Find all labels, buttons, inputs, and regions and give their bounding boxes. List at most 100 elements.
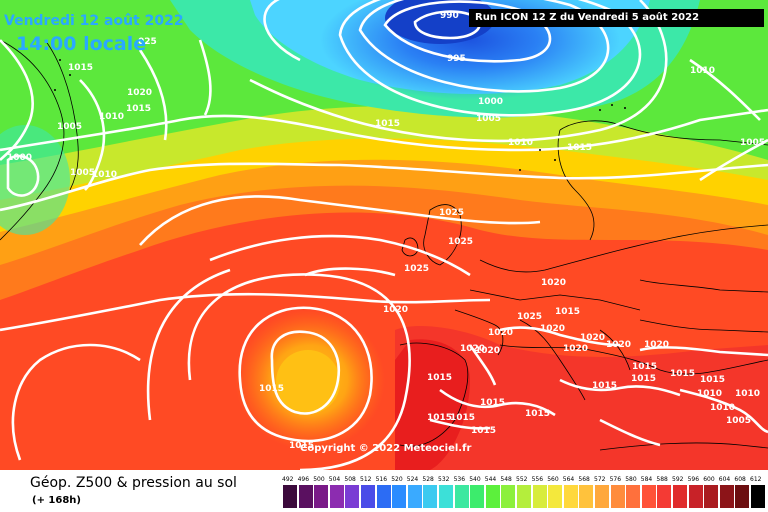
isobar-label: 1015	[126, 104, 152, 114]
isobar-label: 1015	[670, 369, 696, 379]
scale-tick-label: 560	[547, 476, 559, 483]
isobar-label: 1015	[427, 373, 453, 383]
product-title: Géop. Z500 & pression au sol	[30, 475, 237, 491]
scale-color-cell	[485, 485, 500, 508]
isobar-label: 025	[138, 37, 157, 47]
forecast-map: 990 995 1000 1005 1010 1015 1015 1020 1015 1010 10…	[0, 0, 768, 470]
isobar-label: 1005	[57, 122, 83, 132]
scale-tick-label: 512	[360, 476, 372, 483]
scale-tick-label: 548	[500, 476, 512, 483]
scale-color-cell	[376, 485, 391, 508]
isobar-label: 1020	[606, 340, 632, 350]
scale-color-cell	[283, 485, 297, 508]
scale-tick-label: 524	[406, 476, 419, 483]
scale-tick-label: 496	[297, 476, 310, 483]
isobar-label: 1025	[448, 237, 474, 247]
isobar-label: 1020	[580, 333, 606, 343]
isobar-label: 990	[440, 11, 459, 21]
scale-color-cell	[641, 485, 656, 508]
scale-color-cell	[298, 485, 313, 508]
isobar-label: 1015	[525, 409, 551, 419]
map-canvas	[0, 0, 768, 470]
isobar-label: 1015	[471, 426, 497, 436]
scale-color-cell	[470, 485, 485, 508]
scale-tick-label: 572	[594, 476, 606, 483]
isobar-label: 1020	[383, 305, 409, 315]
scale-color-cell	[595, 485, 609, 508]
scale-color-cell	[423, 485, 438, 508]
scale-color-cell	[407, 485, 422, 508]
scale-tick-label: 592	[672, 476, 684, 483]
isobar-label: 1010	[710, 403, 736, 413]
isobar-label: 1025	[439, 208, 465, 218]
scale-color-cell	[719, 485, 734, 508]
valid-time: 14:00 locale	[16, 33, 147, 55]
scale-color-cell	[501, 485, 516, 508]
isobar-label: 1020	[541, 278, 567, 288]
scale-color-cell	[579, 485, 594, 508]
scale-tick-label: 536	[453, 476, 466, 483]
isobar-label: 1015	[68, 63, 94, 73]
isobar-label: 1005	[726, 416, 752, 426]
lead-time: (+ 168h)	[32, 495, 81, 506]
isobar-label: 1025	[517, 312, 543, 322]
scale-color-cell	[345, 485, 360, 508]
scale-color-cell	[626, 485, 641, 508]
isobar-label: 1010	[92, 170, 118, 180]
legend-footer: Géop. Z500 & pression au sol (+ 168h) 49…	[0, 470, 768, 512]
isobar-label: 1010	[735, 389, 761, 399]
isobar-label: 1015	[632, 362, 658, 372]
scale-tick-label: 584	[640, 476, 653, 483]
isobar-lines	[0, 0, 768, 470]
scale-tick-label: 492	[282, 476, 294, 483]
isobar-label: 1020	[540, 324, 566, 334]
run-label: Run ICON 12 Z du Vendredi 5 août 2022	[469, 9, 764, 27]
scale-color-cell	[361, 485, 375, 508]
scale-color-cell	[688, 485, 703, 508]
scale-tick-label: 604	[718, 476, 731, 483]
scale-tick-label: 500	[313, 476, 325, 483]
field-south-red	[395, 325, 768, 470]
isobar-label: 1015	[427, 413, 453, 423]
scale-tick-label: 600	[703, 476, 715, 483]
scale-tick-label: 612	[750, 476, 762, 483]
scale-color-cell	[563, 485, 578, 508]
isobar-label: 1000	[7, 153, 33, 163]
scale-tick-label: 504	[328, 476, 341, 483]
valid-date: Vendredi 12 août 2022	[4, 13, 184, 29]
isobar-label: 1020	[460, 344, 486, 354]
isobar-label: 995	[447, 54, 466, 64]
scale-tick-label: 528	[422, 476, 434, 483]
copyright: Copyright © 2022 Meteociel.fr	[300, 443, 472, 454]
scale-color-cell	[439, 485, 453, 508]
scale-tick-label: 608	[734, 476, 746, 483]
scale-tick-label: 540	[469, 476, 481, 483]
isobar-label: 1015	[289, 441, 315, 451]
scale-tick-label: 576	[609, 476, 622, 483]
scale-tick-label: 588	[656, 476, 668, 483]
isobar-label: 1020	[644, 340, 670, 350]
scale-color-cell	[329, 485, 344, 508]
scale-tick-label: 520	[391, 476, 403, 483]
isobar-label: 1015	[567, 143, 593, 153]
isobar-label: 1015	[259, 384, 285, 394]
scale-color-cell	[517, 485, 531, 508]
isobar-label: 1010	[690, 66, 716, 76]
coast-dots	[54, 59, 626, 171]
isobar-label: 1010	[508, 138, 534, 148]
scale-tick-label: 508	[344, 476, 356, 483]
isobar-label: 1005	[740, 138, 766, 148]
scale-color-cell	[314, 485, 329, 508]
isobar-label: 1005	[476, 114, 502, 124]
scale-tick-label: 580	[625, 476, 637, 483]
scale-color-cell	[735, 485, 750, 508]
field-iberia-hot	[395, 339, 470, 470]
isobar-label: 1000	[478, 97, 504, 107]
isobar-label: 1010	[99, 112, 125, 122]
isobar-label: 1010	[697, 389, 723, 399]
low-pressure-center	[385, 0, 495, 44]
azores-high-core	[276, 350, 340, 414]
isobar-label: 1015	[700, 375, 726, 385]
isobar-label: 1015	[592, 381, 618, 391]
